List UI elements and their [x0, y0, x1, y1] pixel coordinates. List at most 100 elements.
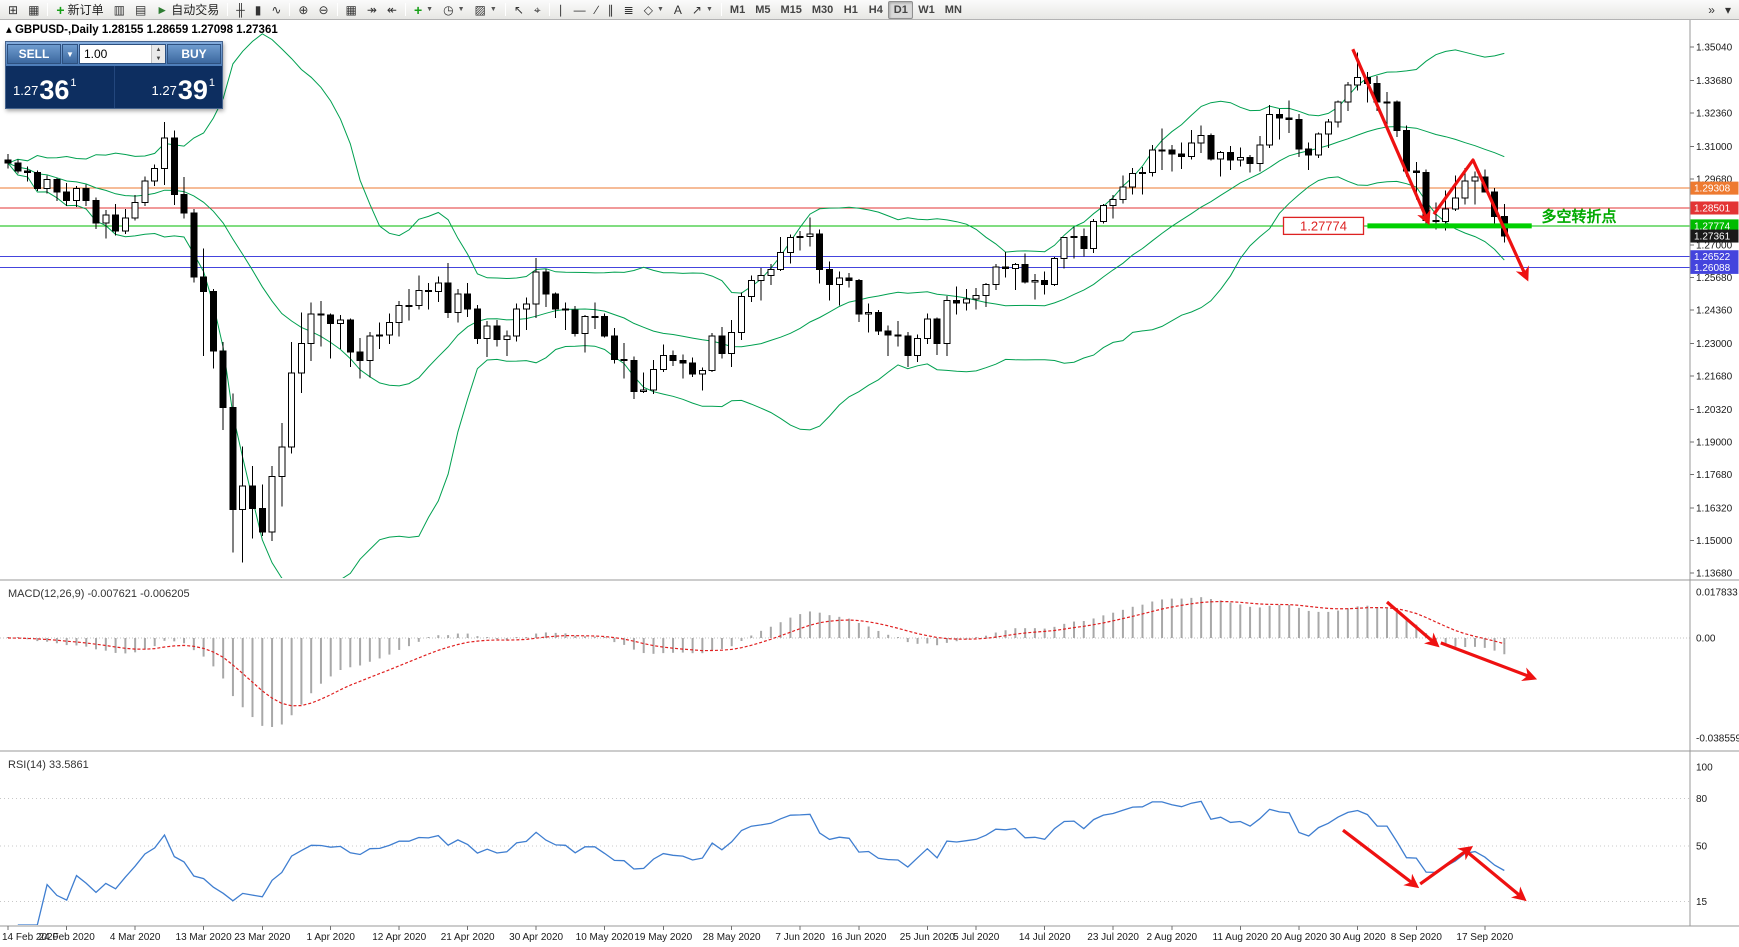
candle: [337, 319, 345, 325]
periods-button[interactable]: ◷ ▼: [438, 1, 469, 19]
candle: [610, 335, 618, 360]
timeframe-d1-button[interactable]: D1: [888, 0, 914, 19]
timeframe-m1-button[interactable]: M1: [725, 1, 750, 19]
candle: [601, 315, 609, 337]
chart-shift-button[interactable]: ↞: [382, 1, 402, 19]
trend-arrow[interactable]: [1465, 849, 1527, 902]
timeframe-h4-button[interactable]: H4: [863, 1, 888, 19]
buy-price[interactable]: 1.27 39 1: [113, 66, 223, 108]
candle: [757, 275, 765, 282]
cursor-icon: ↖: [513, 2, 524, 17]
trend-arrow[interactable]: [1432, 158, 1529, 282]
timeframe-mn-button[interactable]: MN: [940, 1, 967, 19]
sell-button[interactable]: SELL: [7, 44, 61, 64]
arrows-button[interactable]: ↗ ▼: [687, 1, 718, 19]
candle: [649, 368, 657, 391]
candle: [1011, 264, 1019, 269]
trend-arrow[interactable]: [1440, 641, 1538, 682]
trend-arrow[interactable]: [1342, 828, 1420, 889]
toolbar-overflow-button[interactable]: »: [1703, 1, 1720, 19]
candle: [894, 334, 902, 337]
candle: [874, 312, 882, 332]
trendline-icon: ∕: [595, 2, 598, 17]
date-label: 8 Sep 2020: [1391, 932, 1443, 943]
candle: [972, 294, 980, 300]
trend-arrow[interactable]: [1419, 846, 1474, 886]
timeframe-h1-button[interactable]: H1: [838, 1, 863, 19]
trend-arrow[interactable]: [1351, 48, 1431, 226]
zoom-in-button[interactable]: ⊕: [293, 1, 313, 19]
templates-button[interactable]: ▨ ▼: [470, 1, 502, 19]
price-axis-label: 1.25680: [1696, 273, 1733, 284]
price-tag-text: 1.26522: [1694, 252, 1731, 263]
shapes-button[interactable]: ◇ ▼: [639, 1, 669, 19]
autotrading-button-label: 自动交易: [171, 3, 220, 17]
chevron-down-icon: ▼: [457, 6, 465, 13]
candle: [532, 271, 540, 305]
channel-button[interactable]: ∥: [603, 1, 619, 19]
date-label: 14 Feb 2020: [2, 932, 59, 943]
depth-of-market-icon: ▤: [134, 2, 147, 17]
date-label: 1 Apr 2020: [307, 932, 356, 943]
tile-windows-icon: ▦: [345, 2, 357, 17]
line-chart-button[interactable]: ∿: [266, 1, 286, 19]
candlestick-button[interactable]: ▮: [250, 1, 267, 19]
depth-of-market-button[interactable]: ▤: [130, 1, 151, 19]
tile-windows-button[interactable]: ▦: [341, 1, 362, 19]
timeframe-w1-button[interactable]: W1: [913, 1, 940, 19]
candle: [620, 358, 628, 362]
candle: [1461, 180, 1469, 199]
crosshair-button[interactable]: ⌖: [529, 1, 546, 19]
candle: [669, 355, 677, 362]
candle: [239, 485, 247, 511]
order-settings-dropdown[interactable]: ▼: [62, 44, 78, 64]
price-axis-label: 1.24360: [1696, 305, 1733, 316]
level-label-box[interactable]: [1282, 216, 1365, 236]
candle: [4, 159, 12, 164]
timeframe-m15-button[interactable]: M15: [775, 1, 806, 19]
auto-scroll-button[interactable]: ↠: [362, 1, 382, 19]
autotrading-button[interactable]: ► 自动交易: [151, 1, 224, 19]
sell-price[interactable]: 1.27 36 1: [6, 66, 114, 108]
profiles-button[interactable]: ▦: [23, 1, 44, 19]
vertical-line-button[interactable]: ∣: [553, 1, 569, 19]
chart-window-icon: ▥: [113, 2, 125, 17]
price-axis-label: 1.32360: [1696, 108, 1733, 119]
timeframe-m30-button[interactable]: M30: [807, 1, 838, 19]
timeframe-m5-button[interactable]: M5: [750, 1, 775, 19]
buy-button[interactable]: BUY: [167, 44, 221, 64]
zoom-out-button[interactable]: ⊖: [313, 1, 333, 19]
candle: [552, 293, 560, 310]
new-order-button[interactable]: + 新订单: [51, 1, 108, 19]
candle: [1158, 149, 1166, 152]
date-label: 2 Aug 2020: [1147, 932, 1198, 943]
candle: [464, 293, 472, 310]
volume-input[interactable]: [80, 45, 151, 63]
candle: [747, 280, 755, 298]
candle: [1344, 84, 1352, 103]
indicators-button[interactable]: + ▼: [409, 1, 438, 19]
text-label-button[interactable]: A: [669, 1, 687, 19]
toolbar-menu-button[interactable]: ▾: [1720, 1, 1736, 19]
buy-price-base: 1.27: [151, 83, 177, 98]
buy-price-pipette: 1: [208, 77, 215, 89]
toolbar-separator: [504, 3, 506, 16]
macd-title: MACD(12,26,9) -0.007621 -0.006205: [8, 588, 190, 600]
trendline-button[interactable]: ∕: [591, 1, 603, 19]
fibonacci-button[interactable]: ≣: [619, 1, 639, 19]
cursor-button[interactable]: ↖: [509, 1, 529, 19]
horizontal-line-button[interactable]: ―: [569, 1, 591, 19]
bar-chart-button[interactable]: ╫: [231, 1, 250, 19]
chart-window-button[interactable]: ▥: [109, 1, 130, 19]
volume-down-button[interactable]: ▼: [152, 54, 165, 63]
one-click-trading-widget: SELL ▼ ▲ ▼ BUY 1.27 36 1 1.27 39 1: [5, 41, 223, 109]
bollinger-middle: [7, 126, 1505, 387]
candle: [953, 299, 961, 304]
candle: [542, 271, 550, 295]
volume-up-button[interactable]: ▲: [152, 45, 165, 54]
candle: [992, 266, 1000, 285]
trend-arrow[interactable]: [1385, 600, 1440, 648]
volume-field: ▲ ▼: [79, 44, 166, 64]
new-chart-button[interactable]: ⊞: [3, 1, 23, 19]
